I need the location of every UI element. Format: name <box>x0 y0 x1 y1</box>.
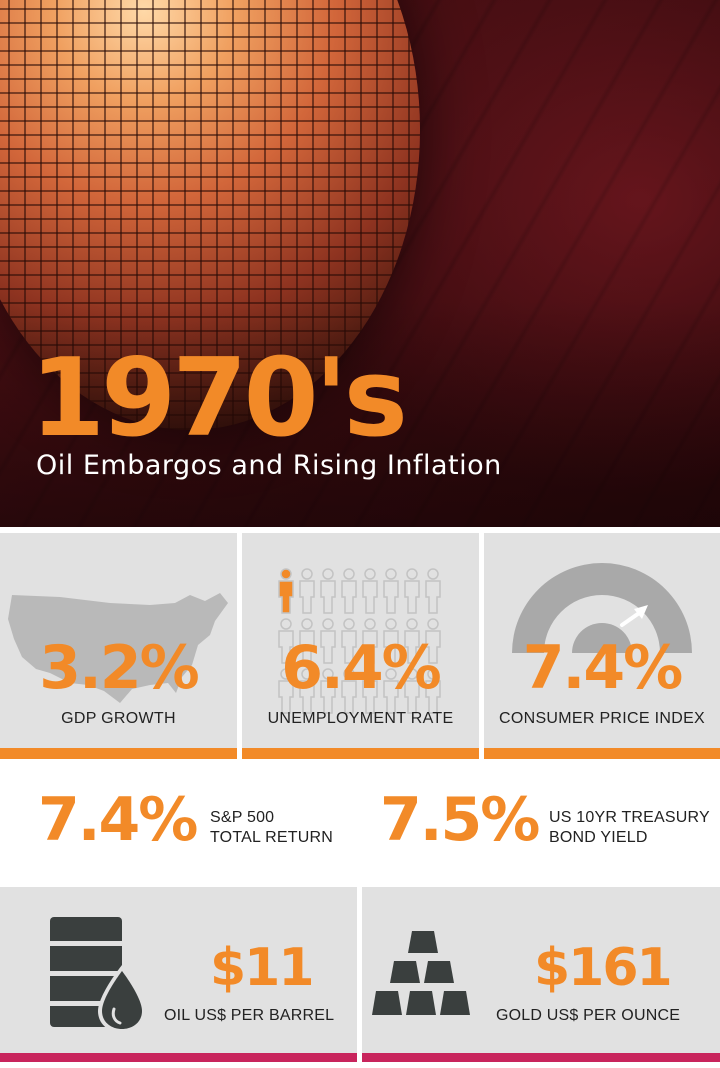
oil-accent-bar <box>0 1053 357 1062</box>
treasury-value: 7.5% <box>380 785 540 855</box>
person-figure <box>425 668 441 714</box>
gold-bars-icon <box>372 931 470 1015</box>
gold-tile: $161 GOLD US$ PER OUNCE <box>362 887 720 1062</box>
hero-banner: 1970's Oil Embargos and Rising Inflation <box>0 0 720 527</box>
us-map-icon <box>8 593 228 703</box>
treasury-label-line2: BOND YIELD <box>549 829 648 846</box>
unemployment-tile: 6.4% UNEMPLOYMENT RATE <box>242 533 479 759</box>
oil-barrel-icon <box>46 917 146 1033</box>
person-figure <box>341 618 357 664</box>
person-figure <box>299 618 315 664</box>
cpi-tile: 7.4% CONSUMER PRICE INDEX <box>484 533 720 759</box>
person-figure <box>320 618 336 664</box>
cpi-value: 7.4% <box>522 633 683 703</box>
person-figure <box>299 668 315 714</box>
gold-accent-bar <box>362 1053 720 1062</box>
person-figure <box>383 668 399 714</box>
cpi-accent-bar <box>484 748 720 759</box>
person-figure <box>425 618 441 664</box>
sp500-label: S&P 500 TOTAL RETURN <box>210 808 333 848</box>
person-figure <box>278 668 294 714</box>
person-figure <box>299 568 315 614</box>
gold-value: $161 <box>534 938 673 998</box>
person-figure <box>320 668 336 714</box>
treasury-label-line1: US 10YR TREASURY <box>549 809 710 826</box>
sp500-label-line1: S&P 500 <box>210 809 275 826</box>
oil-label: OIL US$ PER BARREL <box>164 1007 335 1024</box>
sp500-value: 7.4% <box>38 785 198 855</box>
gdp-label: GDP GROWTH <box>61 710 176 727</box>
person-figure <box>404 568 420 614</box>
unemployment-value: 6.4% <box>281 633 441 703</box>
unemployment-label: UNEMPLOYMENT RATE <box>267 710 454 727</box>
hero-subtitle: Oil Embargos and Rising Inflation <box>36 450 502 481</box>
person-figure <box>404 668 420 714</box>
gauge-icon <box>512 563 692 653</box>
hero-title: 1970's <box>30 336 408 461</box>
person-figure <box>362 668 378 714</box>
person-figure <box>383 568 399 614</box>
unemployment-accent-bar <box>242 748 479 759</box>
treasury-label: US 10YR TREASURY BOND YIELD <box>549 808 710 848</box>
gdp-tile: 3.2% GDP GROWTH <box>0 533 237 759</box>
person-figure <box>341 668 357 714</box>
gdp-value: 3.2% <box>39 633 199 703</box>
people-icon <box>278 568 441 714</box>
person-figure <box>362 618 378 664</box>
person-figure <box>362 568 378 614</box>
sp500-label-line2: TOTAL RETURN <box>210 829 334 846</box>
oil-tile: $11 OIL US$ PER BARREL <box>0 887 357 1062</box>
person-figure <box>320 568 336 614</box>
person-figure <box>278 618 294 664</box>
oil-value: $11 <box>210 938 315 998</box>
hero-shade <box>0 300 720 527</box>
person-figure <box>341 568 357 614</box>
person-figure <box>278 568 294 614</box>
person-figure <box>404 618 420 664</box>
person-figure <box>425 568 441 614</box>
cpi-label: CONSUMER PRICE INDEX <box>498 710 706 727</box>
gold-label: GOLD US$ PER OUNCE <box>496 1007 681 1024</box>
gdp-accent-bar <box>0 748 237 759</box>
person-figure <box>383 618 399 664</box>
